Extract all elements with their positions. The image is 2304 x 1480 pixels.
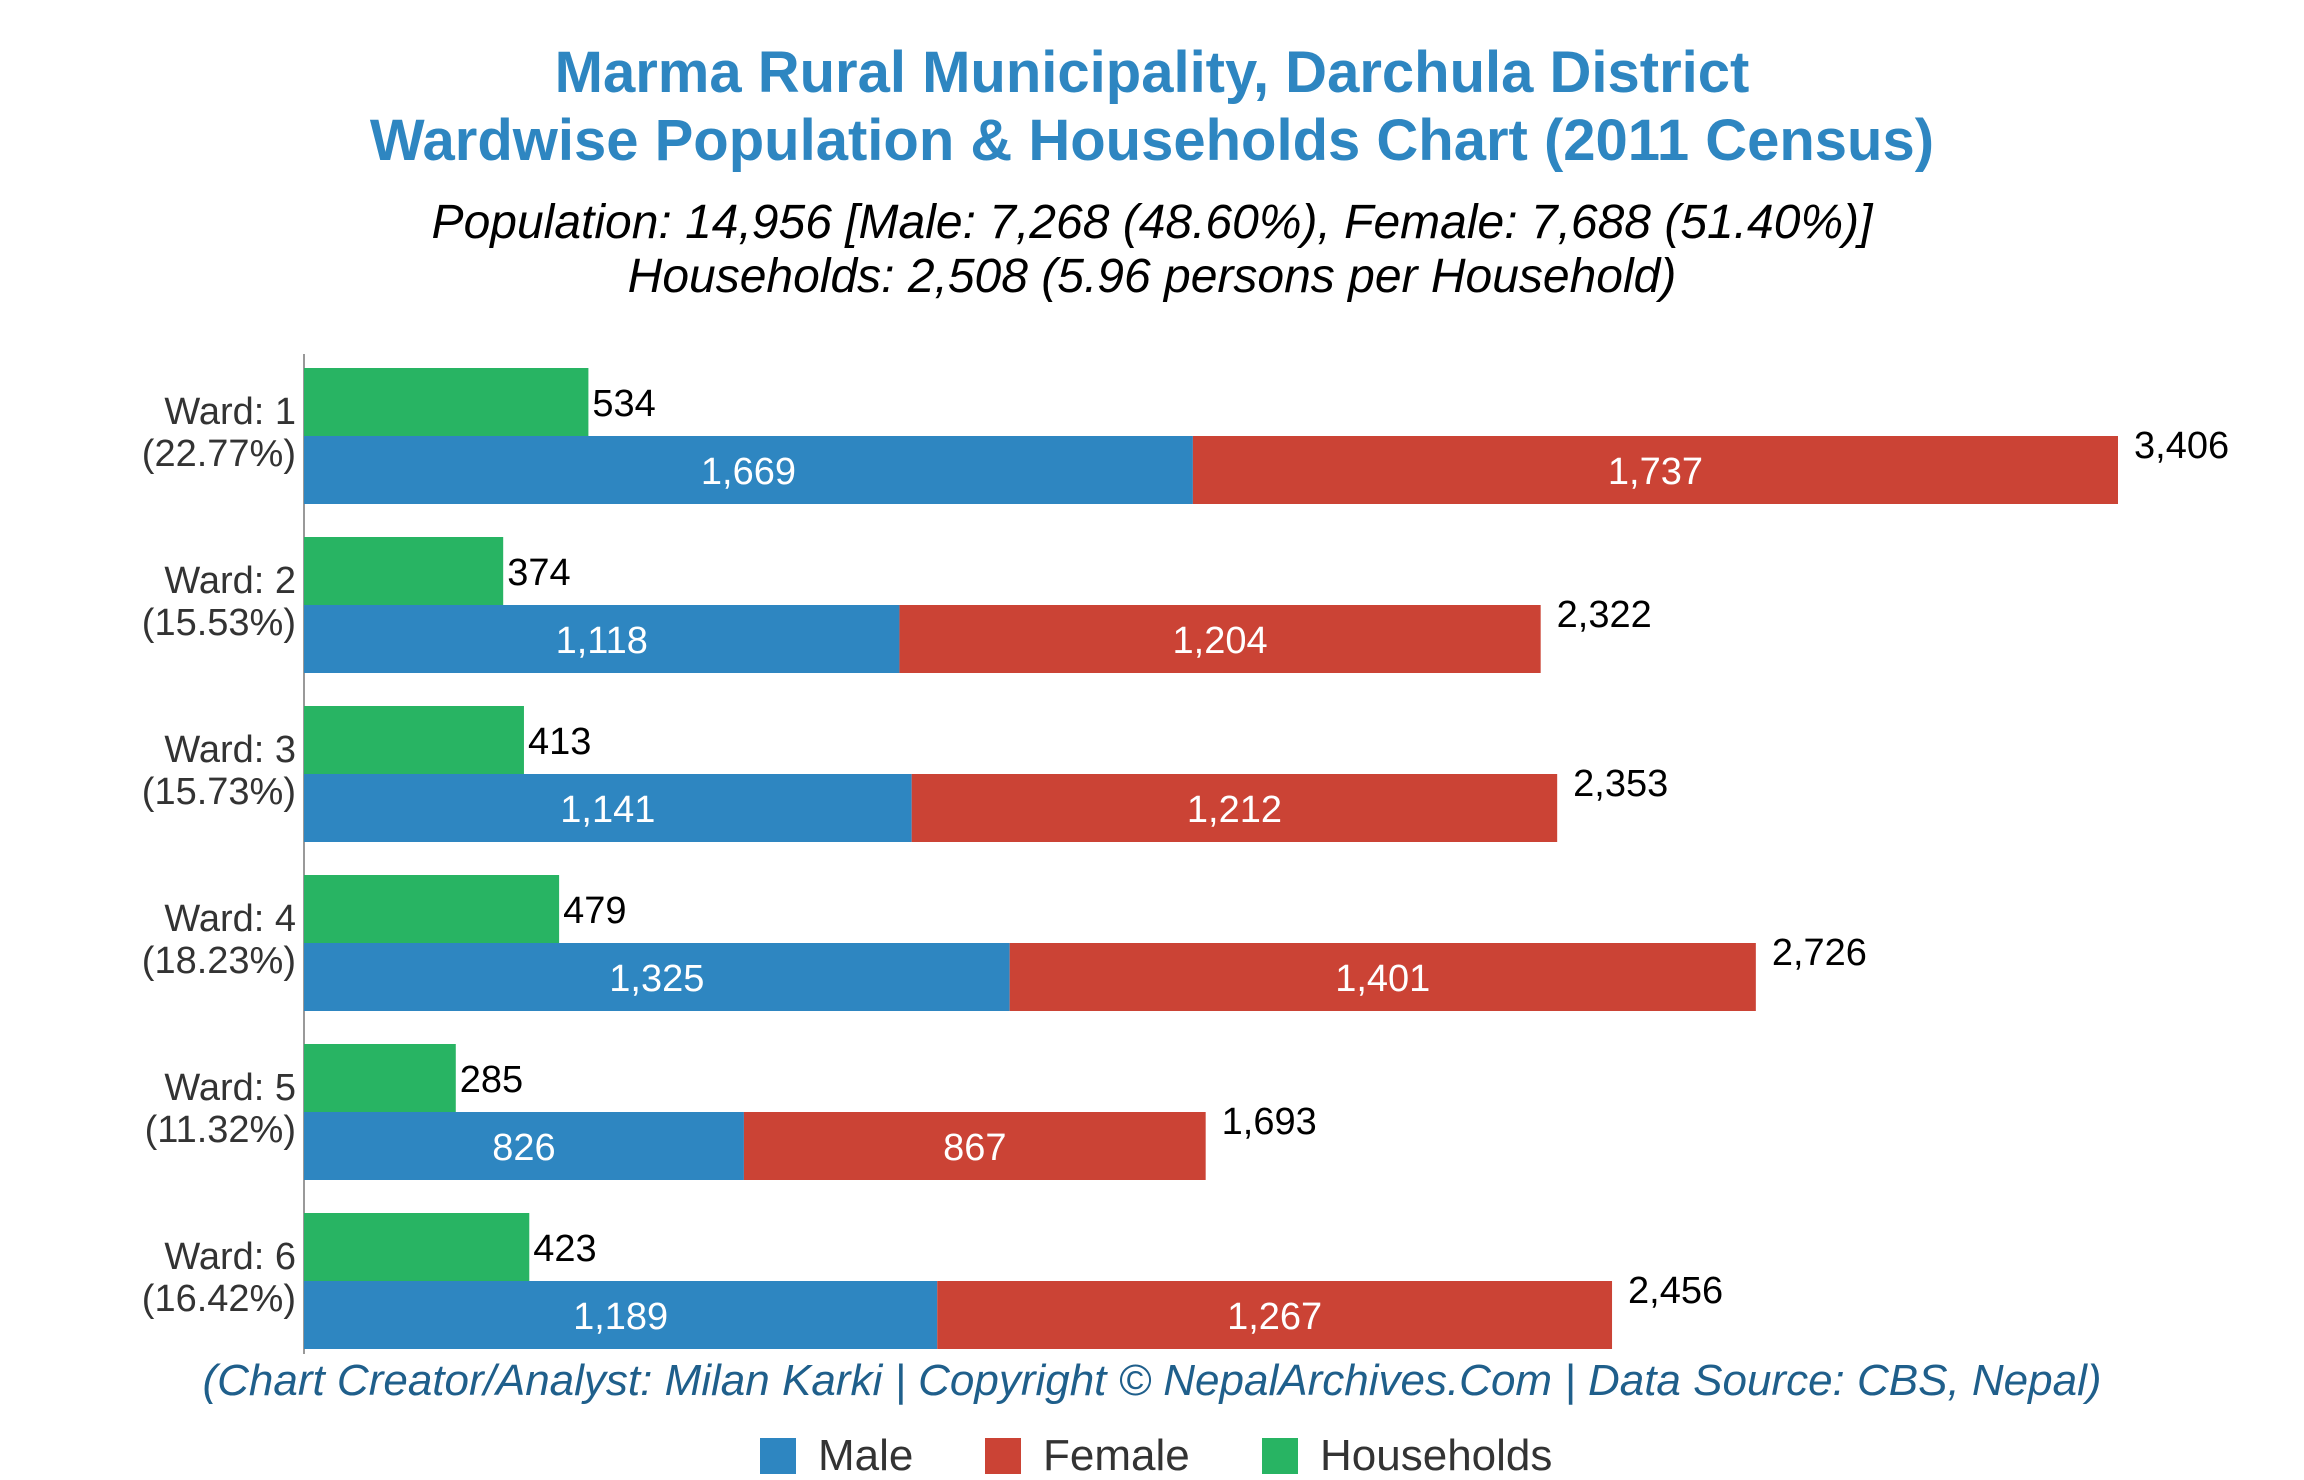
male-label-ward-4: 1,325 [609, 958, 704, 1000]
ward-tick-label-2: Ward: 2 [164, 560, 296, 602]
ward-tick-label-4: Ward: 4 [164, 898, 296, 940]
chart-title-line2: Wardwise Population & Households Chart (… [369, 108, 1935, 173]
female-label-ward-5: 867 [943, 1127, 1006, 1169]
ward-tick-label-1: Ward: 1 [164, 391, 296, 433]
male-label-ward-6: 1,189 [573, 1296, 668, 1338]
households-label-ward-1: 534 [592, 383, 655, 425]
total-label-ward-6: 2,456 [1628, 1270, 1723, 1312]
households-label-ward-2: 374 [507, 552, 570, 594]
female-label-ward-2: 1,204 [1173, 620, 1268, 662]
male-bar-ward-1 [304, 436, 1193, 504]
households-bar-ward-3 [304, 706, 524, 774]
chart-credit: (Chart Creator/Analyst: Milan Karki | Co… [202, 1356, 2102, 1405]
female-bar-ward-2 [899, 605, 1541, 673]
households-label-ward-3: 413 [528, 721, 591, 763]
total-label-ward-4: 2,726 [1772, 932, 1867, 974]
ward-tick-label-6: Ward: 6 [164, 1236, 296, 1278]
male-label-ward-1: 1,669 [701, 451, 796, 493]
chart-subtitle-population: Population: 14,956 [Male: 7,268 (48.60%)… [431, 196, 1873, 249]
total-label-ward-5: 1,693 [1222, 1101, 1317, 1143]
households-bar-ward-4 [304, 875, 560, 943]
male-bar-ward-5 [304, 1112, 744, 1180]
female-label-ward-1: 1,737 [1608, 451, 1703, 493]
female-bar-ward-6 [937, 1281, 1613, 1349]
male-label-ward-2: 1,118 [556, 620, 648, 662]
female-bar-ward-5 [743, 1112, 1206, 1180]
households-label-ward-5: 285 [460, 1059, 523, 1101]
ward-percent-label-4: (18.23%) [142, 940, 296, 982]
households-bar-ward-1 [304, 368, 589, 436]
ward-tick-label-5: Ward: 5 [164, 1067, 296, 1109]
legend-label-female: Female [1043, 1431, 1190, 1480]
ward-percent-label-6: (16.42%) [142, 1278, 296, 1320]
male-bar-ward-3 [304, 774, 912, 842]
legend-label-male: Male [818, 1431, 914, 1480]
male-bar-ward-6 [304, 1281, 938, 1349]
ward-percent-label-2: (15.53%) [142, 602, 296, 644]
households-label-ward-4: 479 [563, 890, 626, 932]
total-label-ward-3: 2,353 [1573, 763, 1668, 805]
female-label-ward-6: 1,267 [1227, 1296, 1322, 1338]
female-label-ward-3: 1,212 [1187, 789, 1282, 831]
chart-title-line1: Marma Rural Municipality, Darchula Distr… [554, 40, 1750, 105]
legend-item-households: Households [1262, 1431, 1553, 1480]
female-label-ward-4: 1,401 [1335, 958, 1430, 1000]
ward-percent-label-5: (11.32%) [145, 1109, 296, 1151]
total-label-ward-2: 2,322 [1557, 594, 1652, 636]
female-bar-ward-1 [1192, 436, 2118, 504]
ward-percent-label-3: (15.73%) [142, 771, 296, 813]
households-bar-ward-5 [304, 1044, 456, 1112]
female-bar-ward-3 [911, 774, 1558, 842]
households-bar-ward-2 [304, 537, 504, 605]
legend-item-female: Female [985, 1431, 1190, 1480]
ward-tick-label-3: Ward: 3 [164, 729, 296, 771]
total-label-ward-1: 3,406 [2134, 425, 2229, 467]
male-bar-ward-2 [304, 605, 900, 673]
legend-swatch-female [985, 1438, 1021, 1474]
legend-item-male: Male [760, 1431, 914, 1480]
chart-subtitle-households: Households: 2,508 (5.96 persons per Hous… [627, 250, 1677, 303]
households-label-ward-6: 423 [533, 1228, 596, 1270]
legend-label-households: Households [1320, 1431, 1553, 1480]
male-label-ward-3: 1,141 [560, 789, 655, 831]
ward-percent-label-1: (22.77%) [142, 433, 296, 475]
legend-swatch-male [760, 1438, 796, 1474]
households-bar-ward-6 [304, 1213, 530, 1281]
female-bar-ward-4 [1009, 943, 1756, 1011]
legend-swatch-households [1262, 1438, 1298, 1474]
male-label-ward-5: 826 [492, 1127, 555, 1169]
male-bar-ward-4 [304, 943, 1010, 1011]
